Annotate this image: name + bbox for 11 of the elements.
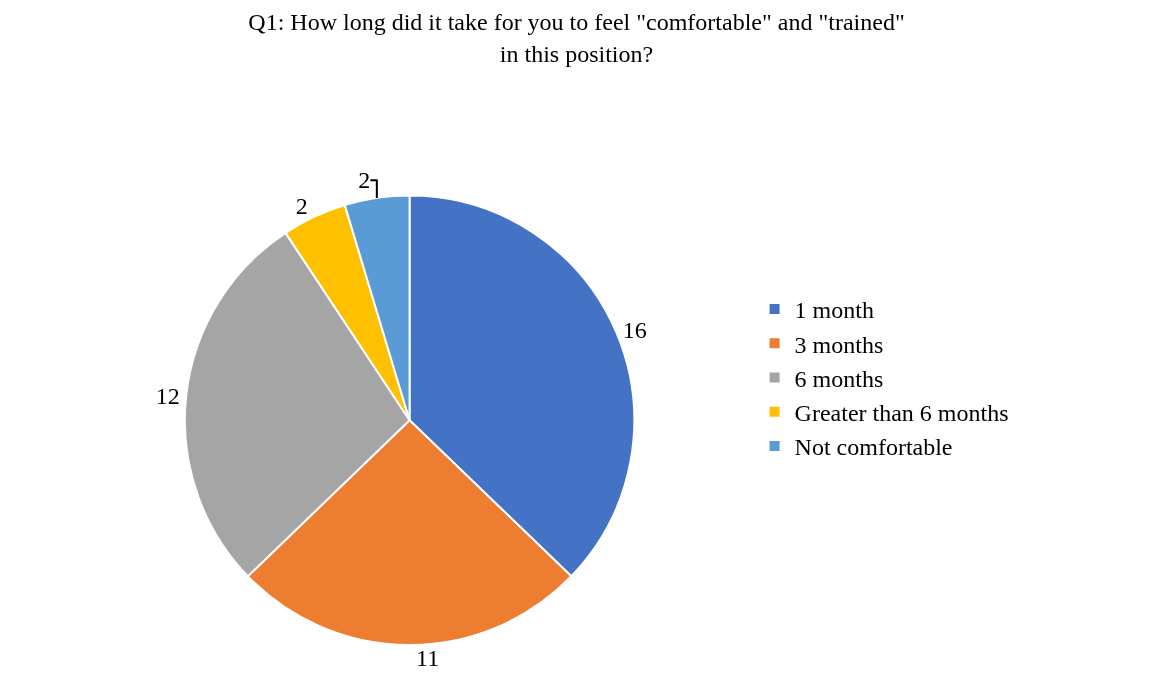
- chart-title: Q1: How long did it take for you to feel "comfortable" and "trained" in this position?: [248, 9, 905, 67]
- legend-label: 1 month: [794, 297, 874, 324]
- data-label: 2: [358, 167, 371, 194]
- data-label: 2: [295, 193, 308, 220]
- data-label: 11: [416, 645, 440, 671]
- legend-label: 3 months: [794, 331, 884, 358]
- data-label: 12: [155, 382, 180, 409]
- legend-label: Not comfortable: [794, 434, 953, 461]
- legend-label: 6 months: [794, 365, 884, 392]
- legend-label: Greater than 6 months: [794, 400, 1009, 427]
- data-label: 16: [622, 317, 647, 344]
